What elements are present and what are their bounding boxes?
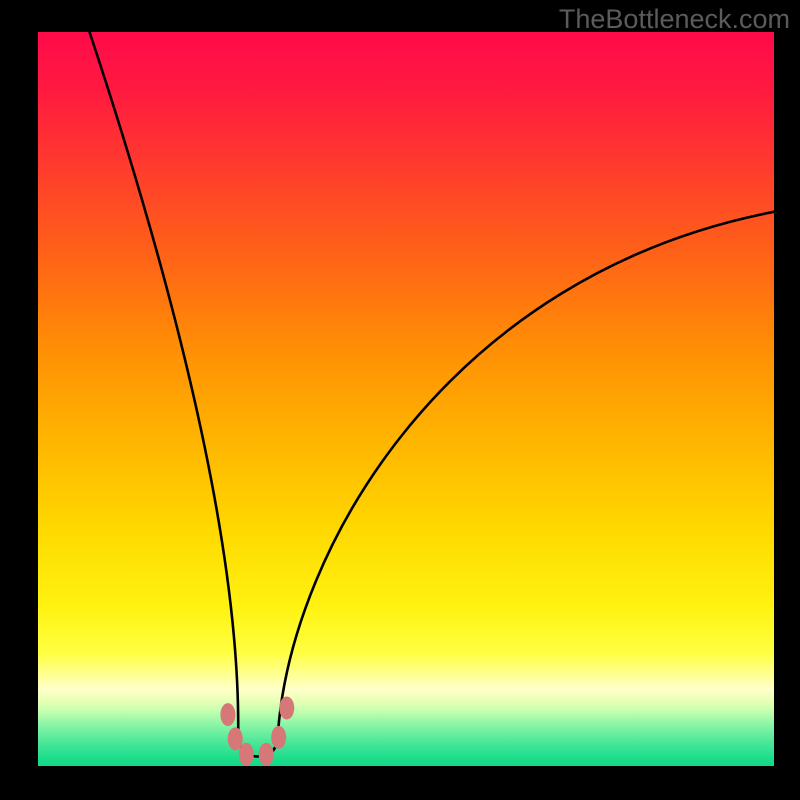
watermark-text: TheBottleneck.com: [559, 4, 790, 35]
chart-root: TheBottleneck.com: [0, 0, 800, 800]
bottleneck-gradient-plot: [38, 32, 774, 766]
